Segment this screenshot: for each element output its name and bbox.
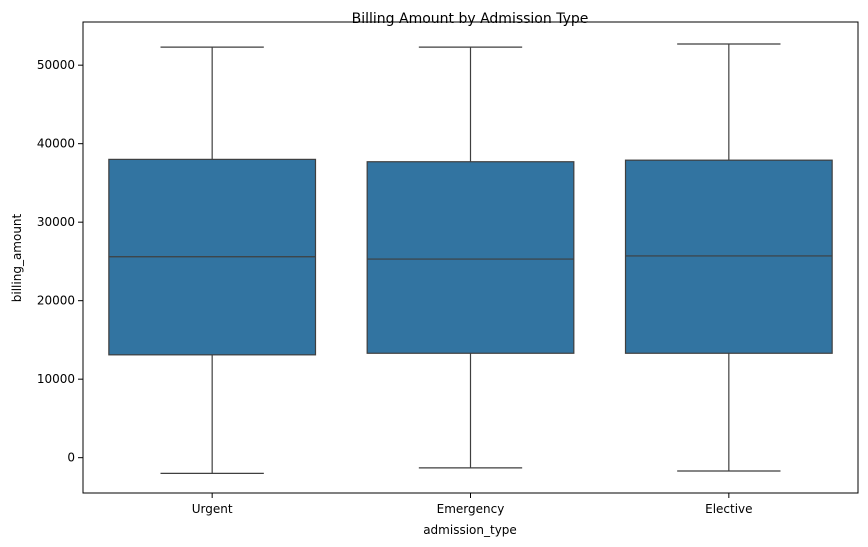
y-tick-label: 10000 (37, 372, 75, 386)
y-tick-label: 50000 (37, 58, 75, 72)
x-tick-label: Emergency (437, 502, 505, 516)
box-group-emergency (366, 46, 575, 469)
x-axis-label: admission_type (423, 523, 517, 537)
x-tick-label: Urgent (192, 502, 233, 516)
x-tick-label: Elective (705, 502, 752, 516)
y-tick-label: 40000 (37, 137, 75, 151)
y-tick-label: 20000 (37, 294, 75, 308)
chart-title: Billing Amount by Admission Type (352, 11, 589, 27)
y-axis-label: billing_amount (10, 213, 24, 302)
box-iqr (366, 161, 575, 354)
x-axis: Urgent Emergency Elective (192, 493, 753, 516)
y-tick-label: 0 (67, 451, 75, 465)
box-iqr (624, 159, 833, 354)
box-group-elective (624, 43, 833, 472)
plot-area (108, 43, 833, 474)
y-axis: 0 10000 20000 30000 40000 50000 (37, 58, 83, 465)
y-tick-label: 30000 (37, 215, 75, 229)
box-group-urgent (108, 46, 317, 474)
